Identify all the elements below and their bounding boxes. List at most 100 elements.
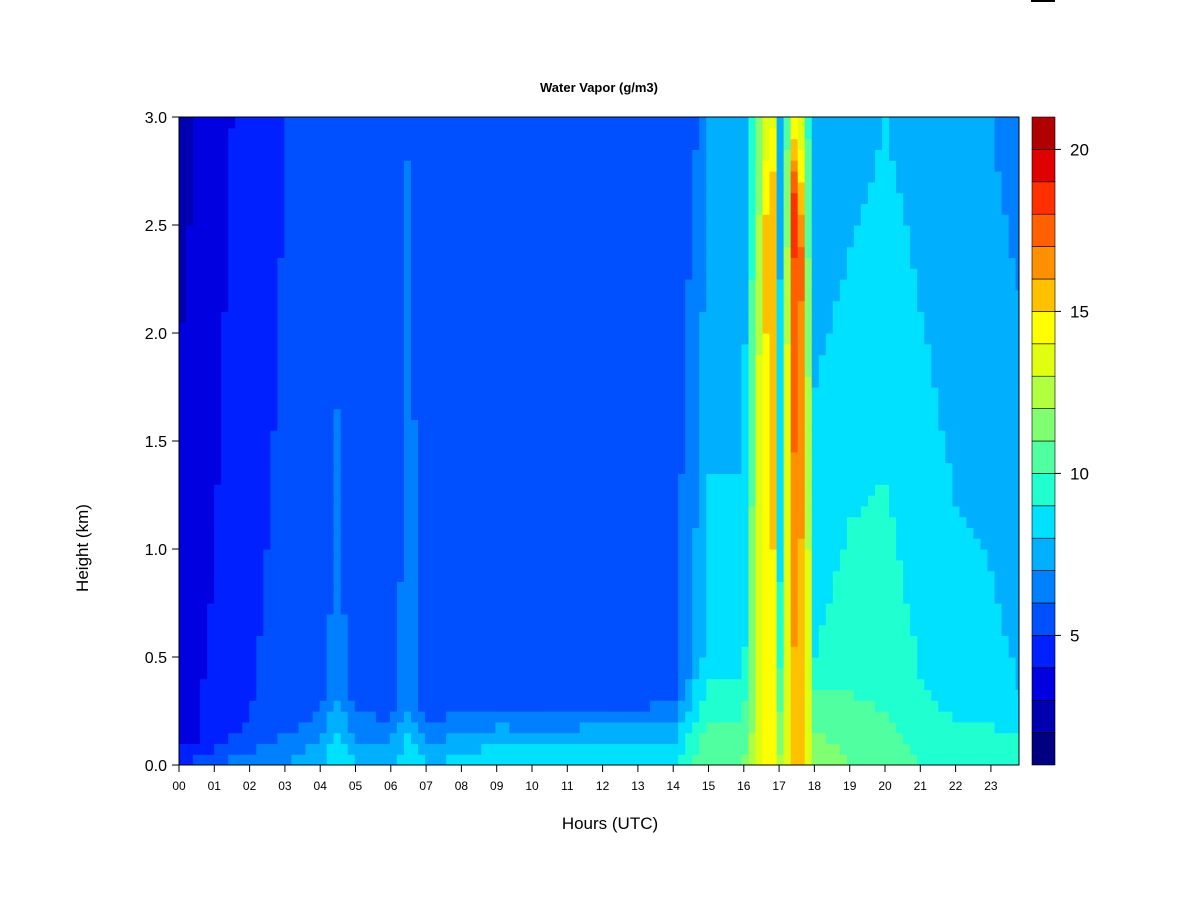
heatmap-cell (530, 127, 539, 140)
heatmap-cell (537, 581, 546, 593)
heatmap-cell (565, 592, 574, 604)
heatmap-cell (516, 721, 525, 734)
heatmap-cell (635, 365, 644, 377)
heatmap-cell (628, 711, 637, 723)
heatmap-cell (530, 300, 539, 312)
heatmap-cell (214, 214, 222, 226)
heatmap-cell (523, 279, 532, 291)
heatmap-cell (382, 754, 391, 765)
heatmap-cell (727, 214, 736, 226)
heatmap-cell (734, 516, 743, 528)
heatmap-cell (221, 430, 229, 442)
heatmap-cell (425, 387, 433, 399)
heatmap-cell (228, 678, 236, 690)
heatmap-cell (312, 333, 321, 345)
heatmap-cell (558, 181, 567, 194)
heatmap-cell (692, 419, 700, 431)
heatmap-cell (270, 711, 279, 723)
heatmap-cell (671, 289, 679, 302)
heatmap-cell (439, 171, 447, 183)
heatmap-cell (664, 646, 672, 658)
heatmap-cell (481, 484, 489, 496)
heatmap-cell (207, 246, 215, 258)
heatmap-cell (200, 387, 208, 399)
heatmap-cell (741, 160, 750, 172)
heatmap-cell (474, 127, 482, 140)
heatmap-cell (411, 214, 419, 226)
heatmap-cell (270, 322, 279, 334)
heatmap-cell (593, 127, 602, 140)
heatmap-cell (418, 603, 426, 615)
heatmap-cell (284, 732, 293, 744)
heatmap-cell (284, 462, 293, 474)
heatmap-cell (361, 257, 370, 269)
heatmap-cell (186, 613, 194, 626)
heatmap-cell (179, 343, 187, 356)
heatmap-cell (530, 279, 539, 291)
heatmap-cell (242, 603, 250, 615)
heatmap-cell (179, 408, 187, 420)
heatmap-cell (312, 430, 321, 442)
heatmap-cell (326, 678, 335, 690)
heatmap-cell (614, 473, 623, 485)
heatmap-cell (382, 559, 391, 572)
heatmap-cell (706, 484, 714, 496)
heatmap-cell (228, 343, 236, 356)
heatmap-cell (516, 419, 525, 431)
heatmap-cell (643, 505, 651, 518)
heatmap-cell (741, 149, 750, 161)
heatmap-cell (706, 495, 714, 507)
heatmap-cell (403, 495, 412, 507)
heatmap-cell (720, 732, 728, 744)
heatmap-cell (706, 538, 714, 550)
heatmap-cell (635, 495, 644, 507)
heatmap-cell (361, 678, 370, 690)
heatmap-cell (179, 473, 187, 485)
heatmap-cell (235, 667, 243, 680)
heatmap-cell (713, 333, 721, 345)
heatmap-cell (298, 192, 307, 204)
heatmap-cell (439, 289, 447, 302)
heatmap-cell (685, 732, 693, 744)
heatmap-cell (481, 711, 489, 723)
heatmap-cell (565, 549, 574, 561)
heatmap-cell (214, 203, 222, 215)
heatmap-cell (621, 495, 630, 507)
heatmap-cell (502, 322, 511, 334)
heatmap-cell (474, 419, 482, 431)
heatmap-cell (333, 300, 342, 312)
heatmap-cell (179, 149, 187, 161)
heatmap-cell (579, 322, 588, 334)
heatmap-cell (221, 235, 229, 248)
heatmap-cell (207, 462, 215, 474)
heatmap-cell (277, 624, 286, 636)
heatmap-cell (291, 441, 300, 453)
heatmap-cell (685, 581, 693, 593)
heatmap-cell (516, 732, 525, 744)
heatmap-cell (467, 473, 475, 485)
heatmap-cell (474, 667, 482, 680)
heatmap-cell (186, 646, 194, 658)
heatmap-cell (727, 721, 736, 734)
heatmap-cell (488, 613, 496, 626)
heatmap-cell (628, 333, 637, 345)
heatmap-cell (263, 441, 271, 453)
heatmap-cell (467, 743, 475, 755)
heatmap-cell (214, 451, 222, 464)
heatmap-cell (361, 397, 370, 410)
heatmap-cell (439, 527, 447, 539)
heatmap-cell (579, 387, 588, 399)
heatmap-cell (319, 300, 328, 312)
heatmap-cell (593, 138, 602, 150)
heatmap-cell (228, 300, 236, 312)
heatmap-cell (509, 149, 518, 161)
heatmap-cell (396, 473, 405, 485)
heatmap-cell (720, 711, 728, 723)
heatmap-cell (474, 505, 482, 518)
heatmap-cell (439, 505, 447, 518)
heatmap-cell (706, 181, 714, 194)
heatmap-cell (403, 441, 412, 453)
heatmap-cell (586, 484, 595, 496)
heatmap-cell (270, 160, 279, 172)
heatmap-cell (678, 311, 686, 323)
